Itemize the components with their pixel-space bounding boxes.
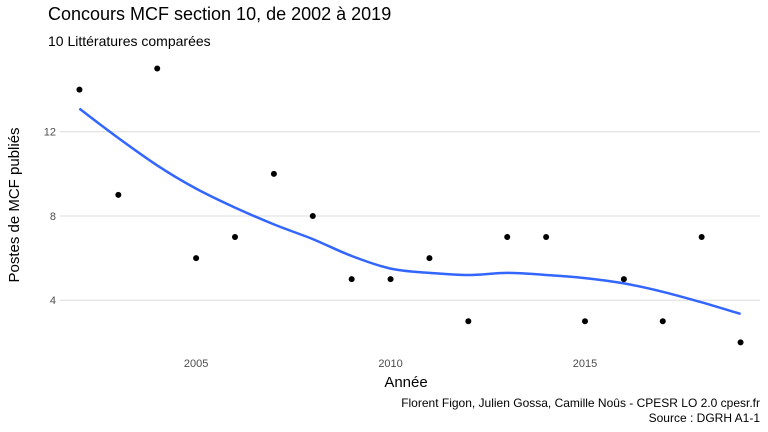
chart-caption: Florent Figon, Julien Gossa, Camille Noû… xyxy=(401,396,760,426)
trend-line xyxy=(78,107,741,316)
data-point xyxy=(270,170,277,177)
caption-source: Source : DGRH A1-1 xyxy=(648,411,760,425)
data-point xyxy=(698,234,705,241)
x-tick-label: 2005 xyxy=(184,358,208,370)
data-point xyxy=(582,318,588,325)
y-tick-label: 8 xyxy=(50,211,56,223)
chart-subtitle: 10 Littératures comparées xyxy=(48,33,211,49)
data-point xyxy=(348,276,355,283)
y-axis-ticks: 4 8 12 xyxy=(44,127,56,308)
data-point xyxy=(309,212,316,219)
data-points xyxy=(76,65,744,346)
data-point xyxy=(193,255,200,262)
data-point xyxy=(76,86,83,93)
x-axis-title: Année xyxy=(384,374,427,391)
y-tick-label: 12 xyxy=(44,127,56,139)
chart-title: Concours MCF section 10, de 2002 à 2019 xyxy=(48,4,392,24)
data-point xyxy=(659,318,666,325)
caption-authors: Florent Figon, Julien Gossa, Camille Noû… xyxy=(401,396,760,410)
data-point xyxy=(620,276,627,283)
data-point xyxy=(737,339,744,346)
gridlines xyxy=(60,131,760,301)
data-point xyxy=(543,234,550,241)
y-tick-label: 4 xyxy=(50,295,56,307)
y-axis-title: Postes de MCF publiés xyxy=(6,127,23,282)
data-point xyxy=(465,318,472,325)
x-tick-label: 2015 xyxy=(573,358,597,370)
data-point xyxy=(232,234,238,241)
data-point xyxy=(115,191,122,198)
data-point xyxy=(504,234,511,241)
data-point xyxy=(154,65,161,72)
x-tick-label: 2010 xyxy=(378,358,402,370)
data-point xyxy=(426,255,433,262)
x-axis-ticks: 2005 2010 2015 xyxy=(184,358,597,370)
data-point xyxy=(387,276,394,283)
